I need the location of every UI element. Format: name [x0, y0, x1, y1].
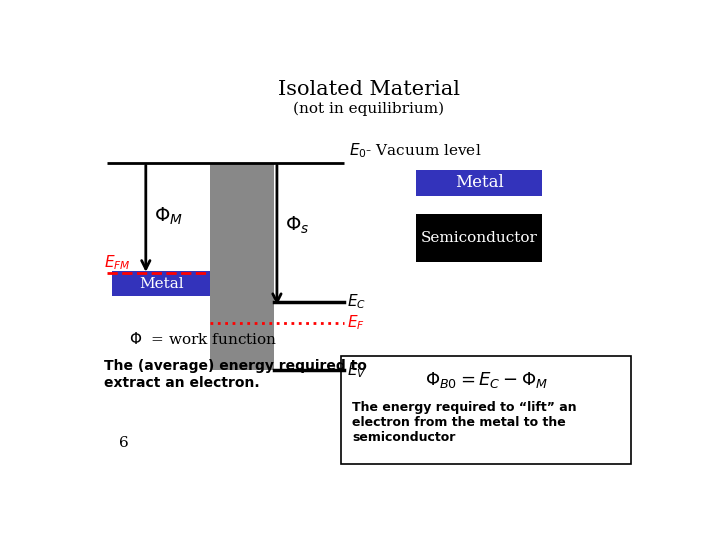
Text: 6: 6 — [119, 436, 128, 450]
Text: The (average) energy required to
extract an electron.: The (average) energy required to extract… — [104, 360, 366, 390]
Text: The energy required to “lift” an
electron from the metal to the
semiconductor: The energy required to “lift” an electro… — [352, 401, 577, 444]
Text: $E_C$: $E_C$ — [347, 293, 366, 311]
Text: $E_0$- Vacuum level: $E_0$- Vacuum level — [349, 141, 482, 160]
Text: $E_{FM}$: $E_{FM}$ — [104, 253, 130, 272]
Bar — [210, 163, 274, 370]
Text: $E_V$: $E_V$ — [347, 361, 366, 380]
Text: $E_F$: $E_F$ — [347, 313, 364, 332]
Text: $\Phi$  = work function: $\Phi$ = work function — [129, 331, 277, 347]
Text: (not in equilibrium): (not in equilibrium) — [294, 102, 444, 117]
Bar — [341, 356, 631, 464]
Text: Semiconductor: Semiconductor — [420, 232, 538, 245]
Bar — [416, 170, 542, 196]
Text: $\Phi_s$: $\Phi_s$ — [285, 214, 310, 235]
Text: Metal: Metal — [139, 276, 184, 291]
Text: Metal: Metal — [455, 174, 503, 191]
Text: $\Phi_M$: $\Phi_M$ — [154, 206, 183, 227]
Text: $\Phi_{B0} = E_C - \Phi_M$: $\Phi_{B0} = E_C - \Phi_M$ — [425, 370, 548, 390]
Bar — [416, 214, 542, 262]
Text: Isolated Material: Isolated Material — [278, 80, 460, 99]
Bar — [112, 272, 210, 295]
